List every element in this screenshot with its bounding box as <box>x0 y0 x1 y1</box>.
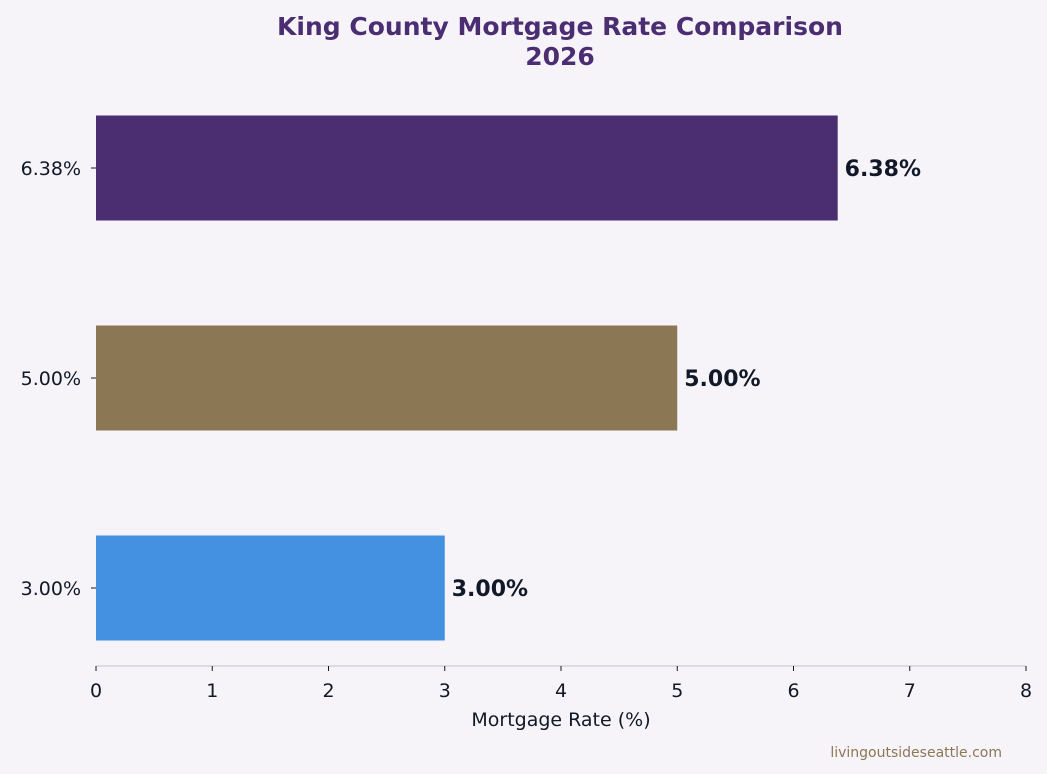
y-tick-label-0: 6.38% <box>21 158 81 180</box>
x-tick-label-2: 2 <box>322 680 334 702</box>
bar-2 <box>96 535 445 641</box>
y-tick-label-2: 3.00% <box>21 578 81 600</box>
watermark-text: livingoutsideseattle.com <box>830 745 1002 761</box>
data-label-1: 5.00% <box>684 367 760 392</box>
x-tick-label-4: 4 <box>555 680 567 702</box>
data-label-0: 6.38% <box>845 157 921 182</box>
x-tick-label-5: 5 <box>671 680 683 702</box>
data-label-2: 3.00% <box>452 577 528 602</box>
x-tick-label-3: 3 <box>439 680 451 702</box>
x-axis-label: Mortgage Rate (%) <box>471 709 650 731</box>
x-tick-label-6: 6 <box>787 680 799 702</box>
bar-1 <box>96 325 678 431</box>
x-tick-label-8: 8 <box>1020 680 1032 702</box>
x-tick-label-1: 1 <box>206 680 218 702</box>
bars-layer: 6.38% 5.00% 3.00% <box>96 115 921 641</box>
x-axis: 0 1 2 3 4 5 6 7 8 <box>90 665 1032 702</box>
chart-title: King County Mortgage Rate Comparison <box>277 12 843 41</box>
x-tick-label-0: 0 <box>90 680 102 702</box>
x-tick-label-7: 7 <box>904 680 916 702</box>
chart-subtitle: 2026 <box>525 42 595 71</box>
bar-0 <box>96 115 838 221</box>
y-tick-label-1: 5.00% <box>21 368 81 390</box>
y-axis: 6.38% 5.00% 3.00% <box>21 158 96 600</box>
